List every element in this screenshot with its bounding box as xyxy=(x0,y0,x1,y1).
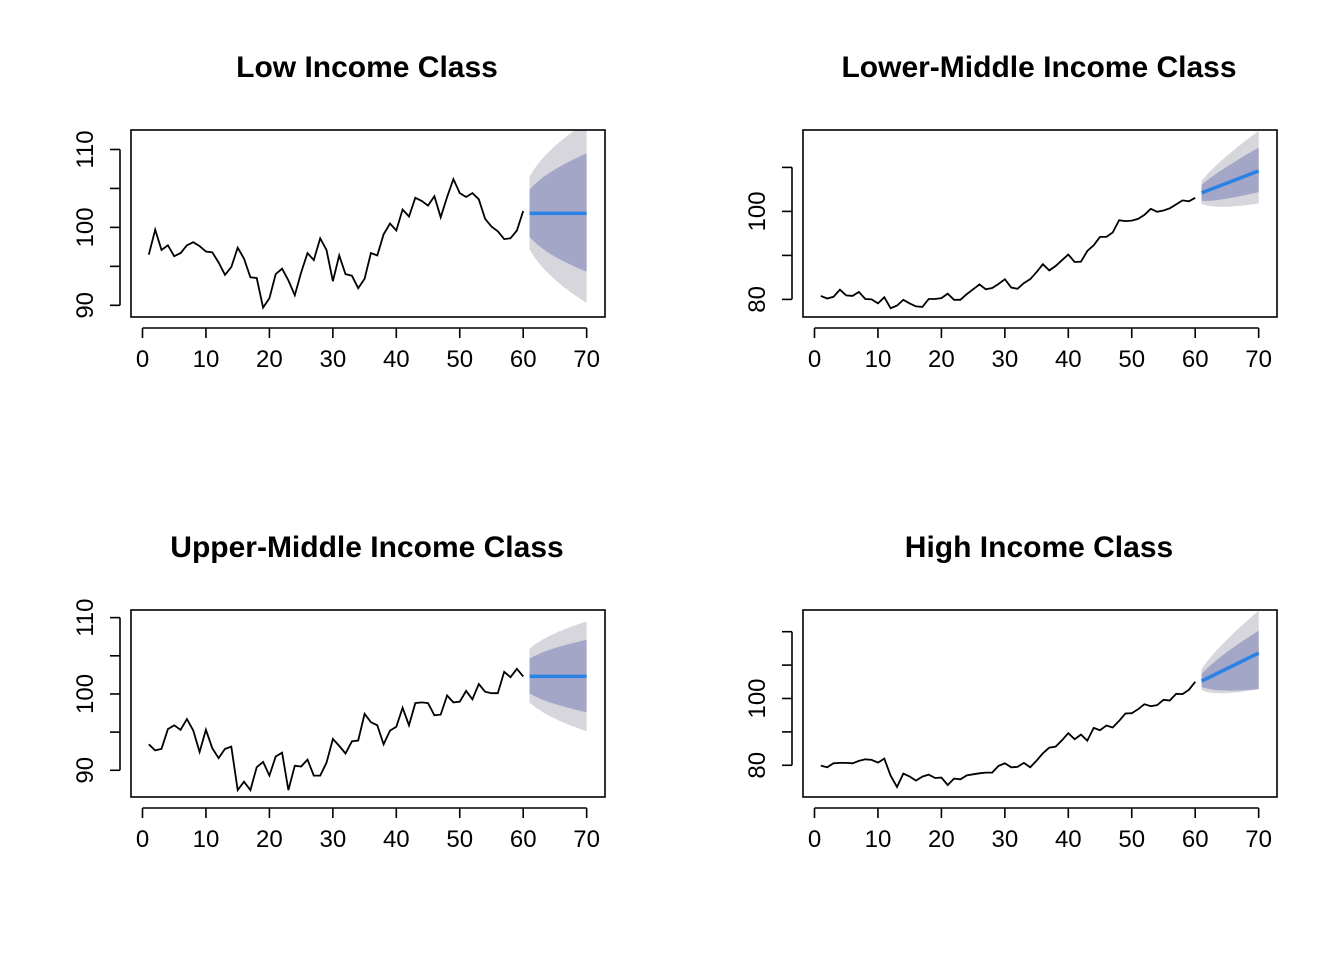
x-tick-label: 50 xyxy=(1118,826,1145,853)
x-tick-label: 10 xyxy=(865,826,892,853)
x-tick-label: 40 xyxy=(1055,346,1082,373)
plot-frame xyxy=(802,609,1278,798)
observed-series-line xyxy=(147,176,525,310)
panel-upper-middle-income: Upper-Middle Income Class 0 10 20 30 40 50 60 7… xyxy=(72,531,606,853)
y-tick-label: 110 xyxy=(72,130,99,168)
forecast-mean-line xyxy=(1200,651,1260,683)
y-tick-label: 90 xyxy=(72,757,99,784)
panel-title: Lower-Middle Income Class xyxy=(841,51,1236,84)
x-tick-label: 60 xyxy=(510,826,537,853)
x-tick-label: 20 xyxy=(928,826,955,853)
x-tick-label: 60 xyxy=(510,346,537,373)
panel-title: Low Income Class xyxy=(236,51,498,84)
x-tick-label: 10 xyxy=(865,346,892,373)
y-tick-label: 100 xyxy=(72,674,99,714)
forecast-mean-line xyxy=(1200,169,1260,195)
y-tick-label: 80 xyxy=(744,286,771,313)
panel-title: High Income Class xyxy=(905,531,1173,564)
x-tick-label: 70 xyxy=(573,346,600,373)
x-tick-label: 0 xyxy=(136,826,149,853)
plot-area xyxy=(820,130,1260,310)
panel-lower-middle-income: Lower-Middle Income Class 0 10 20 30 40 50 60 7… xyxy=(744,51,1278,373)
x-tick-label: 40 xyxy=(383,826,410,853)
panel-low-income: Low Income Class 0 10 20 30 40 50 60 70 90 100 110 xyxy=(72,51,606,373)
panel-title: Upper-Middle Income Class xyxy=(170,531,563,564)
y-tick-label: 90 xyxy=(72,292,99,319)
plot-frame xyxy=(130,609,606,798)
observed-series-line xyxy=(820,681,1196,789)
x-tick-label: 70 xyxy=(1245,346,1272,373)
x-tick-label: 60 xyxy=(1182,346,1209,373)
observed-series-line xyxy=(820,197,1196,310)
x-tick-label: 70 xyxy=(1245,826,1272,853)
x-tick-label: 20 xyxy=(928,346,955,373)
x-tick-label: 70 xyxy=(573,826,600,853)
plot-frame xyxy=(130,129,606,318)
y-tick-label: 100 xyxy=(744,678,771,718)
observed-series-line xyxy=(148,667,524,793)
x-tick-label: 0 xyxy=(136,346,149,373)
x-tick-label: 50 xyxy=(446,826,473,853)
y-tick-label: 100 xyxy=(744,191,771,231)
panel-high-income: High Income Class 0 10 20 30 40 50 60 70 80 100 xyxy=(744,531,1278,853)
plot-area xyxy=(820,610,1260,789)
x-tick-label: 50 xyxy=(446,346,473,373)
x-tick-label: 0 xyxy=(808,826,821,853)
x-tick-label: 50 xyxy=(1118,346,1145,373)
x-tick-label: 30 xyxy=(319,826,346,853)
y-tick-label: 100 xyxy=(72,207,99,247)
x-tick-label: 40 xyxy=(1055,826,1082,853)
x-tick-label: 10 xyxy=(193,826,220,853)
x-tick-label: 30 xyxy=(991,346,1018,373)
plot-area xyxy=(148,621,587,793)
x-tick-label: 20 xyxy=(256,346,283,373)
y-tick-label: 110 xyxy=(72,598,99,636)
x-tick-label: 30 xyxy=(319,346,346,373)
x-tick-label: 0 xyxy=(808,346,821,373)
x-tick-label: 60 xyxy=(1182,826,1209,853)
plot-frame xyxy=(802,129,1278,318)
plot-area xyxy=(147,130,587,310)
y-tick-label: 80 xyxy=(744,752,771,779)
x-tick-label: 20 xyxy=(256,826,283,853)
x-tick-label: 10 xyxy=(193,346,220,373)
x-tick-label: 40 xyxy=(383,346,410,373)
x-tick-label: 30 xyxy=(991,826,1018,853)
